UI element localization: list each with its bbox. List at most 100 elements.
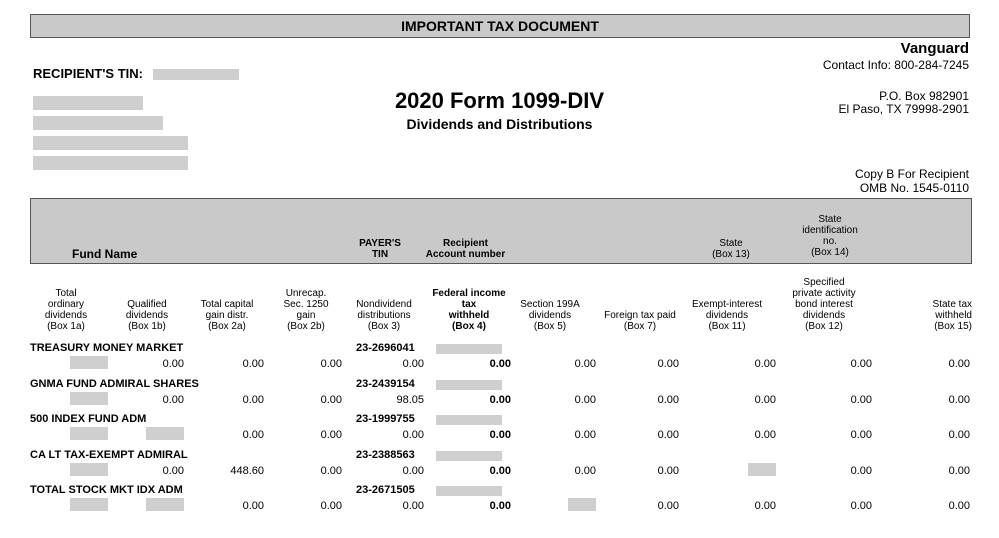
state-id-header-line: identification — [802, 225, 858, 236]
address-line-2: El Paso, TX 79998-2901 — [838, 102, 969, 116]
box-column-header: Qualified dividends (Box 1b) — [101, 299, 193, 332]
state-id-header-line: (Box 14) — [811, 247, 849, 258]
box-column-header-line: dividends — [528, 310, 572, 321]
box-value: 0.00 — [489, 358, 511, 370]
box-value: 0.00 — [754, 429, 776, 441]
state-header-line: (Box 13) — [712, 249, 750, 260]
box-column-header-line: dividends — [125, 310, 169, 321]
box-value: 0.00 — [850, 393, 872, 406]
payer-tin-header-line: PAYER'S — [359, 238, 401, 249]
box-column-header-line: Total — [55, 288, 77, 299]
box-value: 0.00 — [320, 464, 342, 477]
box-value: 0.00 — [162, 393, 184, 406]
payer-name: Vanguard — [900, 40, 969, 57]
box-column-header-line: withheld — [935, 310, 972, 321]
redacted-account-number — [436, 415, 502, 425]
box-value: 0.00 — [850, 500, 872, 512]
box-column-header-line: bond interest — [795, 299, 853, 310]
box-value: 0.00 — [162, 464, 184, 477]
fund-name: TOTAL STOCK MKT IDX ADM — [30, 484, 183, 496]
redacted-value — [70, 391, 108, 405]
box-column-header-line: Exempt-interest — [691, 299, 763, 310]
box-value: 0.00 — [489, 464, 511, 477]
state-id-header: State identification no. (Box 14) — [790, 214, 870, 258]
box-value: 0.00 — [162, 358, 184, 370]
box-column-header-line: Qualified — [127, 299, 167, 310]
box-column-header-line: (Box 15) — [934, 321, 972, 332]
copy-label: Copy B For Recipient — [854, 167, 969, 181]
payer-contact: Contact Info: 800-284-7245 — [822, 58, 969, 72]
box-value: 0.00 — [242, 358, 264, 370]
redacted-account-number — [436, 344, 502, 354]
redacted-value — [70, 462, 108, 476]
recipient-account-header-line: Recipient — [442, 238, 488, 249]
box-column-header: Section 199A dividends (Box 5) — [504, 299, 596, 332]
box-column-header-line: gain distr. — [205, 310, 249, 321]
box-value: 448.60 — [230, 464, 264, 477]
box-value: 0.00 — [320, 429, 342, 441]
payer-tin-value: 23-2388563 — [356, 448, 415, 461]
box-value: 0.00 — [320, 393, 342, 406]
box-value: 0.00 — [489, 500, 511, 512]
box-value: 0.00 — [574, 464, 596, 477]
box-value: 0.00 — [850, 358, 872, 370]
recipient-address-redacted — [33, 96, 188, 170]
form-subtitle: Dividends and Distributions — [406, 116, 593, 132]
redacted-value — [146, 498, 184, 511]
box-value: 0.00 — [402, 500, 424, 512]
box-value: 0.00 — [948, 358, 970, 370]
recipient-account-header: Recipient Account number — [418, 238, 513, 260]
box-value: 0.00 — [948, 429, 970, 441]
box-value: 0.00 — [320, 358, 342, 370]
payer-tin-value: 23-2439154 — [356, 377, 415, 390]
fund-name: TREASURY MONEY MARKET — [30, 342, 184, 354]
redacted-value — [748, 462, 776, 476]
box-value: 0.00 — [657, 429, 679, 441]
box-column-header: Foreign tax paid (Box 7) — [594, 310, 686, 332]
state-header: State (Box 13) — [700, 238, 762, 260]
fund-name: CA LT TAX-EXEMPT ADMIRAL — [30, 448, 188, 461]
redacted-value — [146, 427, 184, 440]
box-column-header: Total ordinary dividends (Box 1a) — [20, 288, 112, 332]
box-value: 0.00 — [402, 358, 424, 370]
document-banner: IMPORTANT TAX DOCUMENT — [30, 14, 970, 38]
box-column-header-line: (Box 2b) — [287, 321, 325, 332]
box-value: 0.00 — [320, 500, 342, 512]
fund-name-header: Fund Name — [72, 247, 138, 261]
payer-address: P.O. Box 982901 El Paso, TX 79998-2901 — [838, 90, 969, 116]
box-value: 0.00 — [657, 393, 679, 406]
redacted-value — [70, 498, 108, 511]
box-value: 0.00 — [574, 429, 596, 441]
box-column-header-line: (Box 11) — [708, 321, 746, 332]
payer-tin-header-line: TIN — [371, 249, 389, 260]
box-column-header: Unrecap. Sec. 1250 gain (Box 2b) — [260, 288, 352, 332]
box-column-header-line: private activity — [792, 288, 856, 299]
state-id-header-line: no. — [823, 236, 837, 247]
box-value: 0.00 — [242, 429, 264, 441]
recipient-tin-label: RECIPIENT'S TIN: — [33, 66, 143, 81]
box-column-header-line: (Box 7) — [623, 321, 657, 332]
box-value: 0.00 — [850, 464, 872, 477]
box-column-header-line: dividends — [802, 310, 846, 321]
box-value: 0.00 — [948, 500, 970, 512]
box-value: 0.00 — [489, 429, 511, 441]
box-column-header: Total capital gain distr. (Box 2a) — [181, 299, 273, 332]
box-value: 0.00 — [948, 393, 970, 406]
fund-name: 500 INDEX FUND ADM — [30, 413, 147, 425]
box-column-header-line: Section 199A — [520, 299, 580, 310]
box-column-header-line: dividends — [705, 310, 749, 321]
box-value: 0.00 — [242, 500, 264, 512]
box-column-header-line: withheld — [448, 310, 490, 321]
box-column-header-line: Total capital — [200, 299, 254, 310]
box-column-header: Nondividend distributions (Box 3) — [338, 299, 430, 332]
box-value: 0.00 — [657, 464, 679, 477]
box-value: 0.00 — [850, 429, 872, 441]
box-column-header-line: Federal income — [432, 288, 506, 299]
box-value: 0.00 — [657, 358, 679, 370]
box-column-header-line: Sec. 1250 — [283, 299, 329, 310]
box-column-header-line: gain — [296, 310, 316, 321]
redacted-account-number — [436, 450, 502, 461]
fund-name: GNMA FUND ADMIRAL SHARES — [30, 377, 199, 390]
recipient-account-header-line: Account number — [425, 249, 506, 260]
box-column-header: Exempt-interest dividends (Box 11) — [681, 299, 773, 332]
